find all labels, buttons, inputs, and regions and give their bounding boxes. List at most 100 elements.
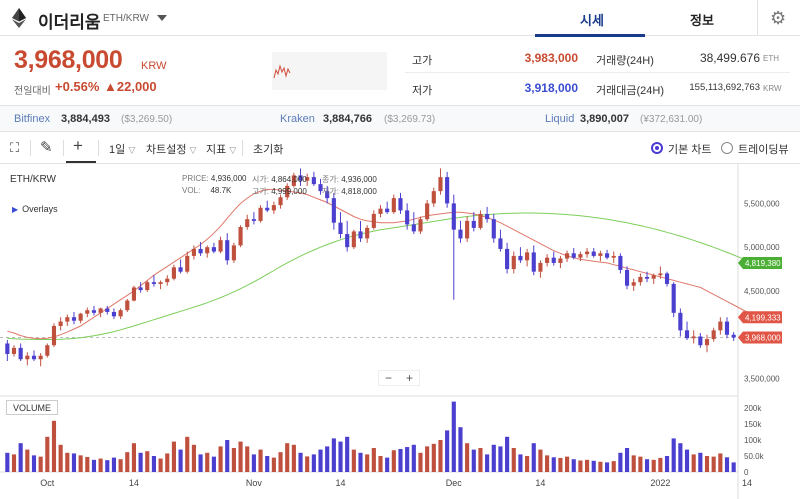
volume-bar <box>545 455 550 472</box>
candle-body <box>58 321 63 326</box>
candle-body <box>218 240 223 252</box>
candle-body <box>405 210 410 225</box>
change-label: 전일대비 <box>14 86 51 97</box>
low-label: 저가 <box>412 85 433 97</box>
candle-body <box>671 283 676 313</box>
volume-label: 거래량(24H) <box>596 55 654 67</box>
candle-body <box>385 208 390 213</box>
divider <box>405 72 790 73</box>
indicators-menu[interactable]: 지표 ▽ <box>206 141 236 157</box>
volume-bar <box>531 443 536 472</box>
volume-bar <box>418 452 423 472</box>
price-tag: 3,968,000 <box>738 331 782 344</box>
ohlc-price-value: 4,936,000 <box>210 174 247 183</box>
volume-tick-label: 50.0k <box>744 452 765 461</box>
candle-body <box>98 308 103 313</box>
candlestick-chart[interactable]: 5,500,0005,000,0004,500,0004,000,0003,50… <box>0 164 800 499</box>
volume-bar <box>98 458 103 472</box>
zoom-in-button[interactable]: + <box>406 371 414 385</box>
candle-body <box>151 282 156 284</box>
volume-tick-label: 100k <box>744 436 762 445</box>
candle-body <box>65 317 70 322</box>
candle-body <box>371 213 376 228</box>
volume-tick-label: 0 <box>744 468 749 477</box>
coin-pair[interactable]: ETH/KRW <box>103 13 149 24</box>
change-amount: ▲22,000 <box>104 79 157 94</box>
chevron-down-icon[interactable] <box>157 15 167 21</box>
price-summary: 3,968,000 KRW 전일대비 +0.56% ▲22,000 고가 3,9… <box>0 36 800 106</box>
tab-price[interactable]: 시세 <box>580 13 604 28</box>
volume-bar <box>225 440 230 472</box>
volume-bar <box>631 455 636 472</box>
candle-body <box>458 229 463 239</box>
basic-chart-radio[interactable] <box>651 142 663 154</box>
ohlc-vol-label: VOL: <box>182 186 201 195</box>
amount-label: 거래대금(24H) <box>596 85 664 97</box>
ohlc-high-value: 4,999,000 <box>271 187 307 196</box>
candle-body <box>38 355 43 360</box>
divider <box>63 140 64 156</box>
volume-bar <box>178 449 183 472</box>
basic-chart-label[interactable]: 기본 차트 <box>668 144 712 156</box>
tradingview-radio[interactable] <box>721 142 733 154</box>
interval-label: 1일 <box>109 144 126 156</box>
volume-bar <box>684 449 690 472</box>
exchange-name[interactable]: Liquid <box>545 113 575 125</box>
gear-icon[interactable]: ⚙ <box>770 8 787 28</box>
coin-name[interactable]: 이더리움 <box>38 13 101 32</box>
interval-select[interactable]: 1일 ▽ <box>109 141 135 157</box>
candle-body <box>718 321 723 331</box>
ohlc-price: PRICE: 4,936,000 <box>182 174 247 183</box>
volume-bar <box>704 456 710 472</box>
exchange-name[interactable]: Bitfinex <box>14 113 51 125</box>
candle-body <box>691 336 696 339</box>
overlays-toggle[interactable]: ▶ Overlays <box>12 204 58 214</box>
tradingview-label[interactable]: 트레이딩뷰 <box>738 144 789 156</box>
candle-body <box>378 208 383 214</box>
candle-body <box>518 255 523 261</box>
price-tag-bg <box>738 331 782 344</box>
candle-body <box>425 203 430 220</box>
low-value: 3,918,000 <box>524 81 578 95</box>
crosshair-icon[interactable]: + <box>73 136 83 155</box>
candle-body <box>205 247 210 254</box>
volume-bar <box>724 457 730 472</box>
divider <box>30 140 31 156</box>
volume-bar <box>285 443 290 472</box>
volume-bar <box>298 452 303 472</box>
candle-body <box>245 219 250 228</box>
volume-bar <box>691 454 696 472</box>
zoom-out-button[interactable]: − <box>385 371 393 385</box>
price-tag-label: 3,968,000 <box>745 334 781 343</box>
fullscreen-icon[interactable]: ⛶ <box>10 140 20 155</box>
divider <box>98 140 99 156</box>
price-chart[interactable]: 5,500,0005,000,0004,500,0004,000,0003,50… <box>0 164 800 499</box>
candle-body <box>565 253 570 259</box>
volume-bar <box>611 461 616 472</box>
candle-body <box>498 238 503 249</box>
exchange-name[interactable]: Kraken <box>280 113 315 125</box>
volume-bar <box>505 436 510 472</box>
change-percent: +0.56% <box>55 79 100 94</box>
chart-settings-menu[interactable]: 차트설정 ▽ <box>146 141 196 157</box>
candle-body <box>438 177 443 192</box>
reset-button[interactable]: 초기화 <box>253 144 284 156</box>
candle-body <box>658 273 663 276</box>
candle-body <box>311 177 316 185</box>
candle-body <box>178 267 183 272</box>
volume-bar <box>445 430 450 472</box>
pencil-icon[interactable]: ✎ <box>40 139 53 156</box>
volume-bar <box>11 454 17 472</box>
candle-body <box>678 312 683 331</box>
volume-bar <box>698 452 703 472</box>
volume-bar <box>438 440 443 472</box>
candle-body <box>731 334 736 338</box>
candle-body <box>525 252 530 261</box>
volume-bar <box>71 453 77 472</box>
tab-info[interactable]: 정보 <box>690 13 714 28</box>
candle-body <box>18 347 23 360</box>
volume-bar <box>65 452 70 472</box>
candle-body <box>165 278 170 283</box>
volume-bar <box>218 446 223 472</box>
volume-bar <box>558 457 563 472</box>
